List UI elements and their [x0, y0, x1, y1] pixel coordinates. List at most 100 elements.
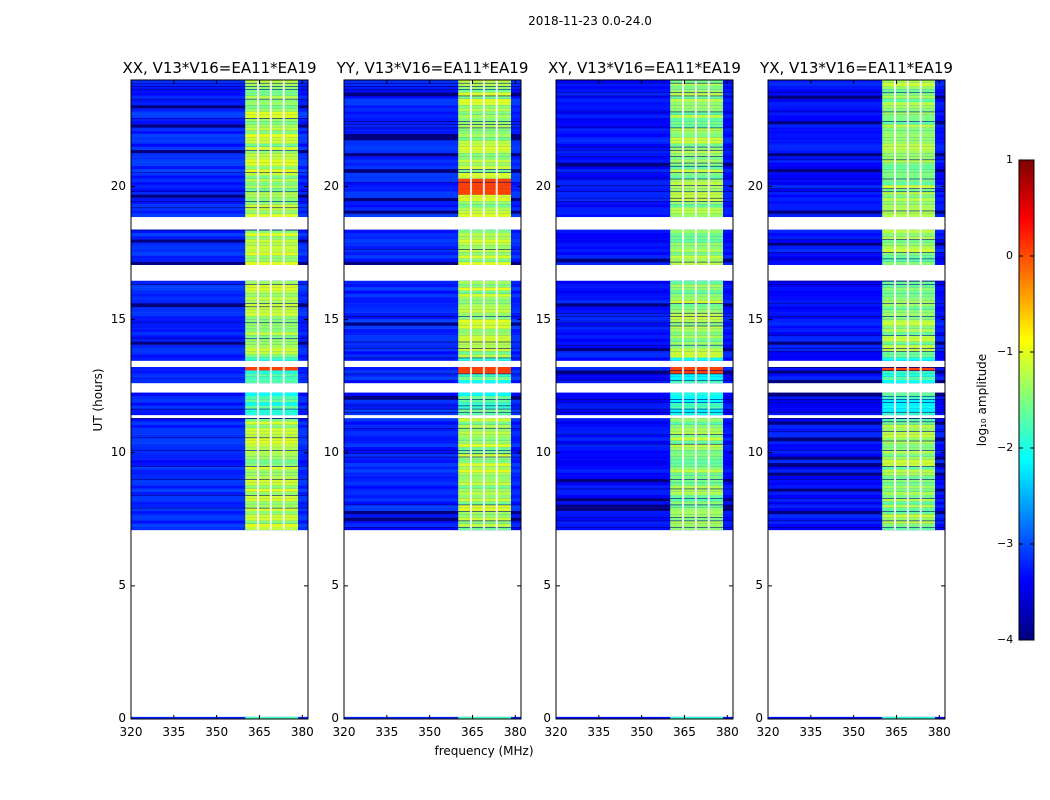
background-cell — [556, 370, 733, 374]
x-tick-label: 320 — [544, 725, 568, 739]
background-cell — [556, 280, 733, 285]
background-cell — [344, 395, 521, 400]
background-cell — [344, 229, 521, 234]
flag-line — [556, 95, 733, 97]
background-cell — [344, 504, 521, 508]
background-cell — [768, 335, 945, 339]
background-cell — [556, 92, 733, 96]
background-cell — [131, 344, 308, 349]
background-cell — [131, 207, 308, 211]
y-tick-label: 20 — [323, 178, 339, 193]
background-cell — [344, 341, 521, 345]
flag-line — [131, 450, 308, 451]
flag-line — [131, 306, 308, 308]
background-cell — [768, 200, 945, 205]
background-cell — [344, 175, 521, 179]
x-tick-label: 365 — [248, 725, 271, 739]
background-cell — [556, 101, 733, 106]
background-cell — [768, 478, 945, 483]
background-cell — [131, 504, 308, 508]
background-cell — [131, 373, 308, 377]
background-cell — [344, 418, 521, 422]
background-cell — [768, 207, 945, 211]
flag-line — [556, 322, 733, 324]
background-cell — [131, 319, 308, 323]
background-cell — [131, 181, 308, 186]
flag-line — [556, 191, 733, 193]
background-cell — [344, 485, 521, 489]
background-cell — [556, 328, 733, 333]
background-cell — [131, 488, 308, 492]
background-cell — [768, 159, 945, 163]
background-cell — [768, 469, 945, 473]
background-cell — [768, 379, 945, 384]
flag-line — [556, 312, 733, 314]
panel-title: XX, V13*V16=EA11*EA19 — [122, 59, 317, 77]
background-cell — [131, 239, 308, 243]
background-cell — [344, 287, 521, 291]
background-cell — [768, 242, 945, 246]
background-cell — [556, 114, 733, 119]
background-cell — [556, 242, 733, 246]
background-cell — [556, 245, 733, 250]
flag-line — [768, 520, 945, 522]
background-cell — [344, 296, 521, 301]
flag-line — [768, 411, 945, 413]
background-cell — [131, 405, 308, 409]
background-cell — [344, 325, 521, 329]
background-cell — [131, 255, 308, 259]
y-tick-label: 5 — [118, 577, 126, 592]
background-cell — [131, 421, 308, 425]
background-cell — [131, 251, 308, 256]
y-tick-label: 10 — [535, 444, 551, 459]
background-cell — [768, 395, 945, 400]
background-cell — [768, 210, 945, 214]
background-cell — [131, 475, 308, 480]
background-cell — [768, 440, 945, 444]
background-cell — [131, 418, 308, 422]
background-cell — [344, 207, 521, 211]
background-cell — [768, 117, 945, 122]
background-cell — [131, 341, 308, 345]
background-cell — [556, 127, 733, 131]
background-cell — [131, 395, 308, 400]
background-cell — [556, 204, 733, 208]
y-tick-label: 0 — [755, 711, 763, 725]
background-cell — [768, 456, 945, 460]
flag-line — [344, 408, 521, 410]
background-cell — [344, 488, 521, 492]
background-cell — [131, 469, 308, 473]
background-cell — [768, 130, 945, 134]
background-cell — [768, 462, 945, 467]
background-cell — [768, 485, 945, 489]
flag-line — [556, 172, 733, 173]
x-tick-label: 335 — [162, 725, 186, 739]
background-cell — [768, 79, 945, 83]
background-cell — [556, 478, 733, 483]
flag-line — [556, 443, 733, 445]
background-cell — [344, 507, 521, 511]
background-cell — [131, 261, 308, 265]
background-cell — [556, 130, 733, 134]
background-cell — [344, 251, 521, 256]
flag-line — [768, 178, 945, 180]
background-cell — [556, 296, 733, 301]
colorbar-tick-label: −3 — [997, 537, 1014, 550]
background-cell — [131, 172, 308, 176]
background-cell — [556, 303, 733, 307]
background-cell — [344, 200, 521, 205]
background-cell — [768, 472, 945, 476]
background-cell — [768, 370, 945, 374]
background-cell — [344, 82, 521, 87]
background-cell — [556, 446, 733, 451]
background-cell — [556, 341, 733, 345]
background-cell — [131, 290, 308, 294]
background-cell — [344, 143, 521, 147]
x-tick-label: 365 — [673, 725, 696, 739]
background-cell — [131, 188, 308, 192]
flag-line — [768, 421, 945, 423]
background-cell — [131, 293, 308, 297]
flag-line — [344, 341, 521, 343]
flag-line — [344, 453, 521, 455]
background-cell — [344, 338, 521, 342]
